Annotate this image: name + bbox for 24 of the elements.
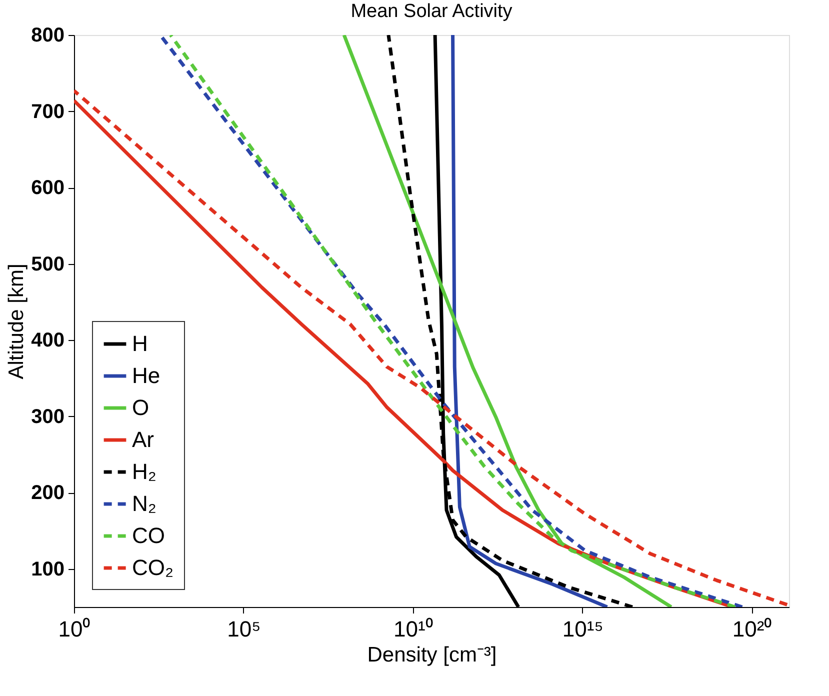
chart-title: Mean Solar Activity — [350, 1, 513, 22]
legend-label: Ar — [132, 427, 154, 452]
y-axis-title: Altitude [km] — [5, 264, 28, 380]
y-tick-label: 600 — [31, 177, 64, 200]
x-tick-label: 10²⁰ — [732, 616, 772, 642]
y-tick-label: 300 — [31, 406, 64, 428]
legend-label: CO — [132, 523, 165, 548]
legend-label: O — [132, 395, 150, 420]
y-tick-label: 800 — [31, 24, 64, 46]
y-tick-label: 700 — [31, 100, 64, 123]
legend-label: N₂ — [132, 491, 156, 516]
x-tick-label: 10¹⁰ — [394, 616, 434, 642]
x-tick-label: 10⁵ — [227, 616, 261, 642]
y-tick-label: 400 — [31, 330, 64, 352]
x-tick-label: 10¹⁵ — [562, 616, 604, 642]
legend-label: CO₂ — [132, 555, 174, 580]
y-tick-label: 500 — [31, 253, 64, 276]
x-axis-title: Density [cm⁻³] — [367, 644, 497, 666]
legend-label: H — [132, 331, 148, 356]
y-tick-label: 200 — [31, 482, 64, 504]
legend-label: He — [132, 363, 160, 388]
x-tick-label: 10⁰ — [58, 616, 91, 642]
y-tick-label: 100 — [31, 558, 64, 580]
legend-label: H₂ — [132, 459, 156, 484]
